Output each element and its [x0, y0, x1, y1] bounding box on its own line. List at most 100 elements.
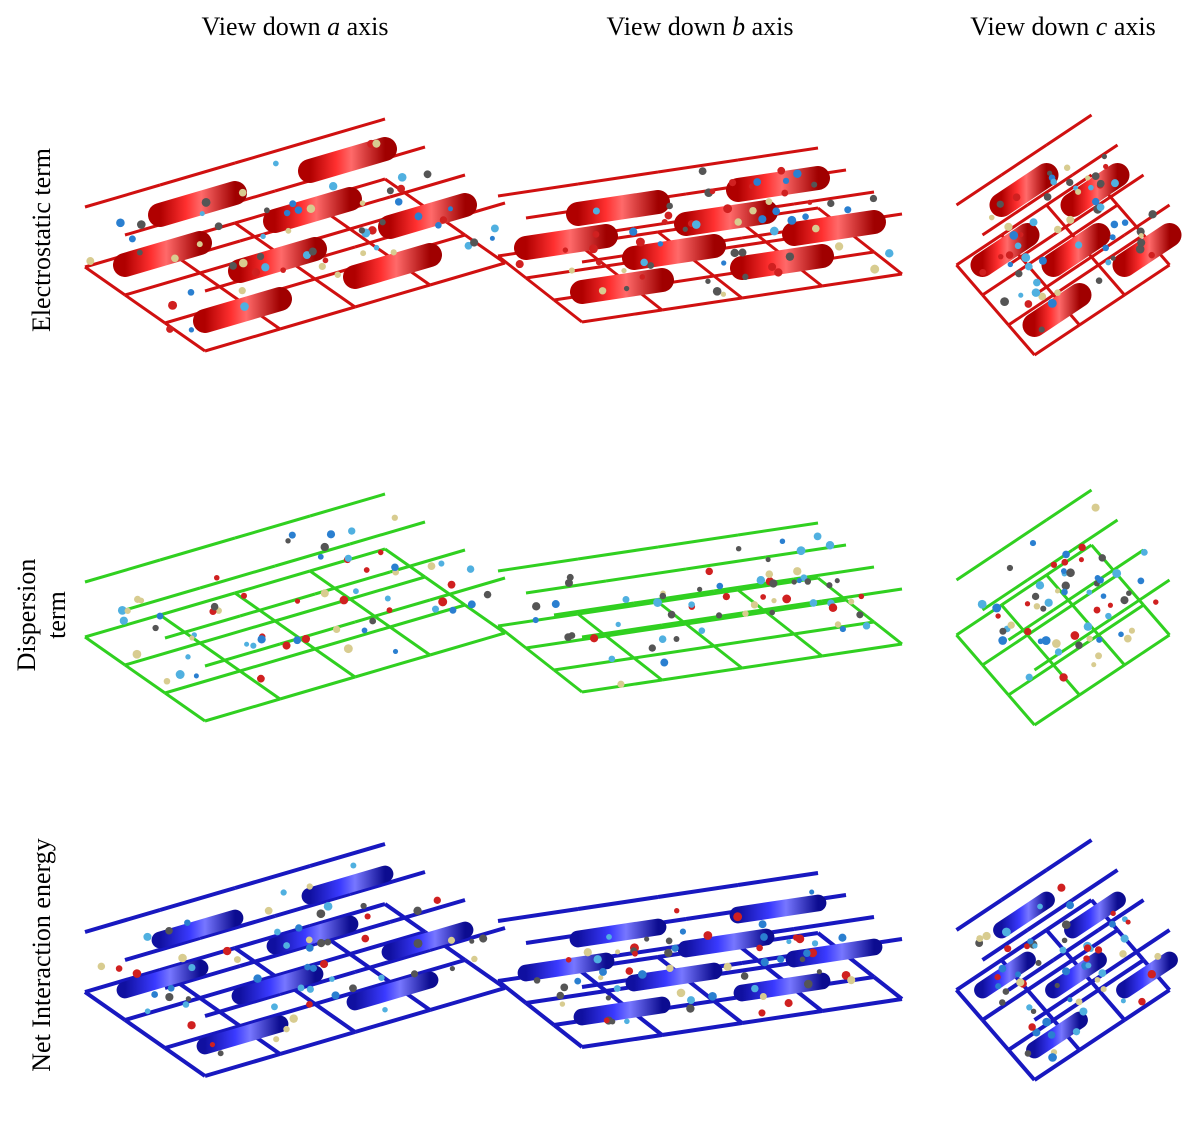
atom — [564, 633, 572, 641]
atom — [609, 656, 616, 663]
atom — [98, 963, 105, 970]
atom — [1015, 971, 1021, 977]
atom — [210, 1042, 215, 1047]
atom — [398, 173, 407, 182]
atom — [638, 970, 647, 979]
atom — [382, 1007, 388, 1013]
atom — [688, 601, 695, 608]
atom — [1138, 998, 1145, 1005]
atom — [756, 945, 763, 952]
atom — [863, 622, 870, 629]
atom — [1039, 327, 1045, 333]
atom — [185, 654, 190, 659]
atom — [552, 600, 560, 608]
atom — [244, 642, 249, 647]
atom — [171, 254, 179, 262]
atom — [360, 250, 366, 256]
atom — [1148, 210, 1156, 218]
atom — [751, 601, 758, 608]
atom — [768, 263, 776, 271]
atom — [1009, 231, 1018, 240]
atom — [188, 289, 195, 296]
atom — [332, 991, 340, 999]
atom — [593, 207, 600, 214]
atom — [596, 259, 602, 265]
atom — [533, 617, 539, 623]
atom — [616, 622, 621, 627]
contact-line — [794, 622, 874, 634]
atom — [215, 222, 223, 230]
atom — [327, 530, 335, 538]
atom — [283, 942, 290, 949]
atom — [440, 216, 447, 223]
atom — [350, 862, 356, 868]
atom — [1054, 289, 1061, 296]
atom — [1061, 559, 1068, 566]
atom — [742, 610, 748, 616]
atom — [706, 568, 713, 575]
atom — [333, 626, 340, 633]
atom — [428, 562, 436, 570]
atom — [197, 241, 203, 247]
atom — [1095, 652, 1102, 659]
atom — [218, 1050, 224, 1056]
atom — [1055, 588, 1060, 593]
atom — [1118, 631, 1124, 637]
atom — [599, 968, 607, 976]
contact-line — [1002, 520, 1047, 550]
atom — [202, 198, 211, 207]
atom — [721, 292, 726, 297]
atom — [705, 279, 710, 284]
atom — [567, 574, 574, 581]
atom — [432, 606, 439, 613]
atom — [1024, 628, 1031, 635]
atom — [310, 965, 317, 972]
atom — [125, 608, 131, 614]
atom — [1086, 589, 1092, 595]
atom — [716, 583, 723, 590]
atom — [804, 980, 813, 989]
atom — [289, 1014, 297, 1022]
atom — [413, 907, 421, 915]
atom — [1003, 988, 1010, 995]
atom — [1095, 946, 1102, 953]
atom — [1015, 242, 1022, 249]
atom — [293, 636, 301, 644]
atom — [1013, 193, 1021, 201]
atom — [323, 258, 329, 264]
atom — [281, 889, 287, 895]
atom — [782, 595, 791, 604]
atom — [1026, 674, 1033, 681]
atom — [594, 955, 602, 963]
atom — [829, 604, 837, 612]
contact-line — [662, 668, 742, 680]
atom — [1126, 590, 1132, 596]
atom — [753, 178, 761, 186]
atom — [604, 1017, 610, 1023]
atom — [295, 206, 303, 214]
atom — [187, 1021, 195, 1029]
atom — [1108, 603, 1113, 608]
atom — [621, 268, 626, 273]
atom — [723, 204, 732, 213]
atom — [1057, 884, 1065, 892]
atom — [165, 993, 173, 1001]
atom — [1095, 575, 1101, 581]
atom — [793, 170, 801, 178]
atom — [378, 975, 384, 981]
atom — [1139, 233, 1144, 238]
atom — [306, 1001, 313, 1008]
atom — [1018, 293, 1023, 298]
atom — [699, 167, 707, 175]
atom — [769, 579, 777, 587]
atom — [385, 596, 391, 602]
contact-line — [738, 523, 818, 535]
atom — [189, 327, 194, 332]
atom — [324, 902, 333, 911]
contact-line — [554, 603, 634, 615]
atom — [995, 613, 1000, 618]
atom — [1062, 582, 1070, 590]
atom — [999, 628, 1006, 635]
atom — [563, 247, 568, 252]
atom — [1062, 920, 1071, 929]
